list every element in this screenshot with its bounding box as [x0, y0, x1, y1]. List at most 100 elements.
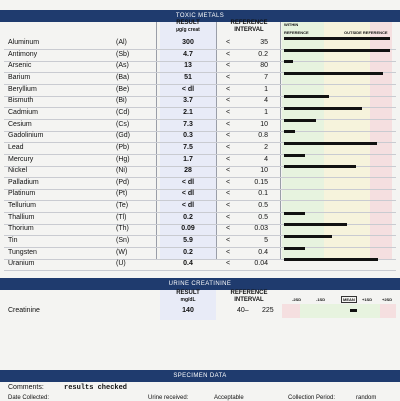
element-name: Gadolinium: [8, 132, 44, 140]
level-bar: [284, 106, 362, 110]
level-bar: [284, 235, 332, 239]
date-received-value: Acceptable: [214, 395, 244, 401]
level-bar: [284, 246, 305, 250]
reference-value: 0.4: [258, 248, 268, 256]
urine-reference-header: REFERENCE INTERVAL: [230, 290, 268, 303]
scale-minus-1sd: -1SD: [316, 297, 326, 302]
table-row: Uranium (U) 0.4 <0.04: [4, 258, 396, 272]
reference-value: 80: [260, 62, 268, 70]
scale-plus-1sd: +1SD: [362, 297, 373, 302]
comments-value: results checked: [64, 384, 128, 392]
table-row: Gadolinium (Gd) 0.3 <0.8: [4, 130, 396, 144]
element-result: < dl: [181, 202, 195, 210]
table-row: Lead (Pb) 7.5 <2: [4, 141, 396, 155]
result-column-background: [160, 22, 216, 260]
level-bar: [284, 48, 390, 52]
urine-normal-zone: [300, 304, 380, 318]
element-result: < dl: [181, 85, 195, 93]
reference-less-than: <: [226, 97, 231, 105]
table-row: Nickel (Ni) 28 <10: [4, 165, 396, 179]
reference-value: 10: [260, 120, 268, 128]
reference-less-than: <: [226, 62, 231, 70]
collection-period-value: random: [356, 395, 377, 401]
table-row: Palladium (Pd) < dl <0.15: [4, 177, 396, 190]
element-symbol: (Sb): [116, 50, 130, 58]
reference-less-than: <: [226, 39, 231, 46]
scale-plus-2sd: +2SD: [382, 297, 393, 302]
creatinine-row: Creatinine 140 40– 225: [4, 305, 396, 317]
element-symbol: (Al): [116, 39, 127, 46]
table-row: Aluminum (Al) 300 <35: [4, 37, 396, 50]
reference-less-than: <: [226, 190, 231, 198]
element-name: Beryllium: [8, 85, 37, 93]
element-symbol: (W): [116, 248, 128, 256]
table-row: Thallium (Tl) 0.2 <0.5: [4, 211, 396, 225]
element-name: Platinum: [8, 190, 36, 198]
level-bar: [284, 118, 316, 122]
table-row: Platinum (Pt) < dl <0.1: [4, 188, 396, 202]
element-name: Mercury: [8, 155, 34, 163]
result-header: RESULT µg/g creat: [176, 20, 200, 33]
reference-less-than: <: [226, 50, 231, 58]
reference-less-than: <: [226, 248, 231, 256]
level-bar: [284, 141, 377, 145]
reference-value: 0.15: [254, 178, 268, 186]
urine-result-header: RESULT mg/dL: [176, 290, 200, 303]
element-symbol: (Th): [116, 225, 129, 233]
element-name: Palladium: [8, 178, 39, 186]
column-divider: [216, 22, 217, 260]
reference-less-than: <: [226, 132, 231, 140]
element-result: < dl: [181, 178, 195, 186]
level-bar: [284, 95, 329, 99]
element-result: 0.4: [183, 260, 193, 268]
element-name: Tin: [8, 237, 18, 245]
element-result: 7.5: [183, 143, 193, 151]
reference-less-than: <: [226, 143, 231, 151]
urine-low-zone: [282, 304, 300, 318]
reference-less-than: <: [226, 260, 231, 268]
element-symbol: (Cd): [116, 108, 130, 116]
element-name: Tungsten: [8, 248, 37, 256]
table-row: Barium (Ba) 51 <7: [4, 71, 396, 85]
reference-value: 7: [264, 73, 268, 81]
element-name: Thallium: [8, 213, 35, 221]
reference-less-than: <: [226, 155, 231, 163]
element-symbol: (Te): [116, 202, 129, 210]
reference-value: 10: [260, 167, 268, 175]
element-symbol: (Gd): [116, 132, 130, 140]
comments-label: Comments:: [8, 384, 44, 391]
table-row: Bismuth (Bi) 3.7 <4: [4, 95, 396, 109]
specimen-data-title: SPECIMEN DATA: [173, 373, 227, 379]
reference-less-than: <: [226, 213, 231, 221]
reference-less-than: <: [226, 178, 231, 186]
element-name: Barium: [8, 73, 31, 81]
element-result: 0.3: [183, 132, 193, 140]
reference-value: 0.03: [254, 225, 268, 233]
scale-mean: MEAN: [341, 296, 357, 303]
element-symbol: (Pt): [116, 190, 128, 198]
element-symbol: (As): [116, 62, 129, 70]
element-symbol: (Be): [116, 85, 130, 93]
element-name: Nickel: [8, 167, 28, 175]
toxic-metals-title: TOXIC METALS: [175, 13, 225, 19]
reference-value: 1: [264, 85, 268, 93]
reference-value: 0.04: [254, 260, 268, 268]
reference-value: 0.8: [258, 132, 268, 140]
level-bar: [284, 258, 378, 262]
table-row: Cadmium (Cd) 2.1 <1: [4, 106, 396, 120]
element-symbol: (Bi): [116, 97, 127, 105]
creatinine-result: 140: [182, 307, 194, 314]
reference-value: 5: [264, 237, 268, 245]
element-symbol: (U): [116, 260, 126, 268]
reference-value: 0.5: [258, 202, 268, 210]
creatinine-ref-low: 40–: [237, 307, 249, 314]
element-name: Tellurium: [8, 202, 37, 210]
scale-minus-2sd: -2SD: [292, 297, 302, 302]
element-name: Cesium: [8, 120, 32, 128]
element-symbol: (Pb): [116, 143, 130, 151]
element-name: Lead: [8, 143, 24, 151]
element-result: 3.7: [183, 97, 193, 105]
table-row: Thorium (Th) 0.09 <0.03: [4, 223, 396, 237]
element-result: 1.7: [183, 155, 193, 163]
element-result: 0.2: [183, 248, 193, 256]
